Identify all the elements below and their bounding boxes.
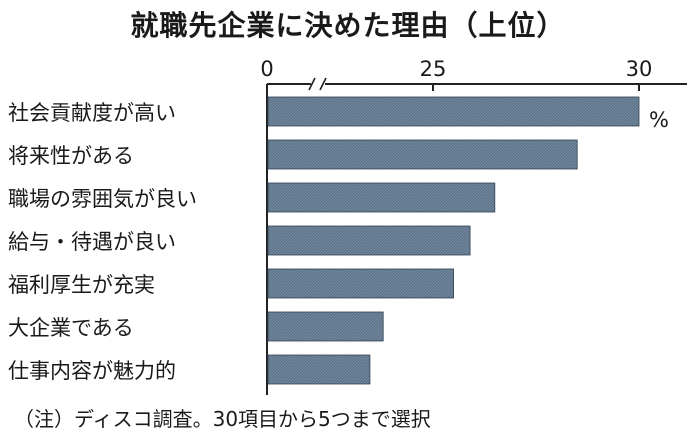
bar xyxy=(267,182,496,213)
axis-break-mark xyxy=(308,77,327,91)
category-label: 社会貢献度が高い xyxy=(8,101,176,125)
category-label: 将来性がある xyxy=(8,144,134,168)
bar xyxy=(267,139,578,170)
bar xyxy=(267,225,471,256)
category-label: 仕事内容が魅力的 xyxy=(8,359,176,383)
category-label: 職場の雰囲気が良い xyxy=(8,187,197,211)
chart-title: 就職先企業に決めた理由（上位） xyxy=(130,9,566,42)
bar xyxy=(267,268,455,299)
category-label: 給与・待遇が良い xyxy=(8,230,176,254)
category-label: 福利厚生が充実 xyxy=(8,273,155,297)
unit-label: % xyxy=(649,108,669,132)
x-tick-label: 25 xyxy=(420,57,447,81)
x-tick-label: 0 xyxy=(260,57,273,81)
chart-note: （注）ディスコ調査。30項目から5つまで選択 xyxy=(14,407,431,431)
bar xyxy=(267,96,640,127)
x-tick-label: 30 xyxy=(626,57,653,81)
bar xyxy=(267,311,384,342)
category-label: 大企業である xyxy=(8,316,134,340)
bar xyxy=(267,354,371,385)
